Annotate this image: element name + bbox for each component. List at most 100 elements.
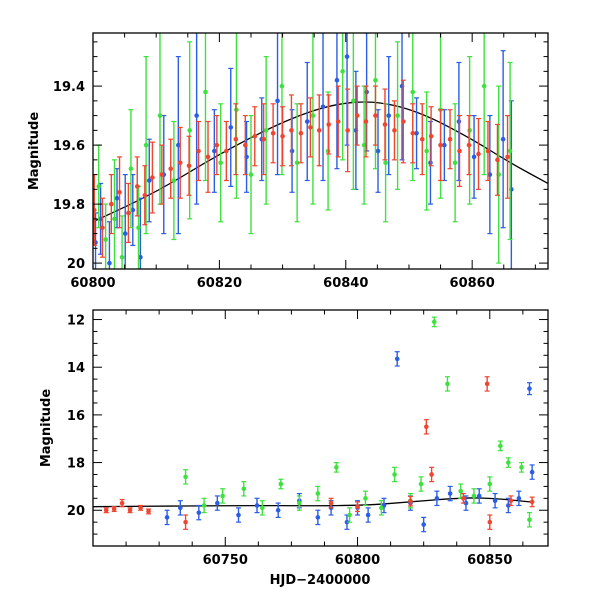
top-series-2-point: [485, 120, 491, 182]
bottom-data-point: [429, 472, 434, 477]
bottom-y-tick-label: 20: [67, 504, 85, 519]
top-data-point: [138, 254, 143, 260]
top-data-point: [186, 163, 192, 169]
bottom-data-point: [201, 503, 207, 508]
top-data-point: [146, 178, 152, 183]
bottom-series-0-point: [505, 497, 511, 514]
bottom-data-point: [516, 496, 522, 501]
bottom-data-point: [527, 386, 532, 391]
top-panel: 60800 60820 60840 60860 19.4 19.6 19.8 20 Magni…: [27, 32, 549, 291]
top-data-point: [383, 160, 388, 166]
top-panel-data-layer: [93, 33, 548, 269]
top-data-point: [351, 98, 356, 104]
top-series-1-point: [119, 215, 125, 269]
bottom-series-0-point: [214, 495, 220, 511]
bottom-data-point: [138, 505, 143, 511]
bottom-data-point: [344, 519, 350, 525]
top-series-2-point: [505, 114, 511, 199]
bottom-data-point: [408, 498, 413, 504]
top-series-1-point: [103, 203, 109, 269]
top-data-point: [96, 184, 101, 189]
top-data-point: [280, 133, 285, 139]
top-series-0-point: [500, 50, 506, 229]
bottom-panel-frame: [92, 309, 549, 547]
bottom-series-1-point: [201, 497, 207, 514]
bottom-series-1-point: [519, 461, 525, 473]
top-series-2-point: [382, 88, 388, 161]
bottom-series-1-point: [526, 512, 532, 528]
top-data-point: [187, 128, 192, 133]
bottom-series-1-point: [444, 376, 450, 392]
bottom-data-point: [334, 465, 339, 470]
top-series-2-point: [438, 109, 444, 182]
bottom-data-point: [506, 503, 511, 508]
bottom-data-point: [363, 496, 368, 501]
bottom-series-2-point: [103, 507, 109, 514]
bottom-data-point: [111, 506, 117, 512]
top-series-2-point: [117, 156, 123, 229]
top-data-point: [500, 136, 506, 142]
bottom-panel-x-axis-label: HJD−2400000: [270, 573, 371, 588]
top-panel-y-axis-label: Magnitude: [27, 112, 42, 191]
bottom-panel: 60750 60800 60850 12 14 16 18 20 Magnitude HJD−…: [39, 309, 549, 588]
top-data-point: [354, 113, 360, 118]
bottom-series-2-point: [119, 498, 125, 508]
bottom-series-2-point: [429, 466, 435, 483]
bottom-data-point: [315, 491, 321, 496]
bottom-data-point: [275, 507, 281, 513]
top-series-2-point: [354, 85, 360, 146]
top-series-2-point: [280, 106, 286, 167]
top-data-point: [386, 113, 392, 118]
bottom-data-point: [355, 504, 360, 509]
top-series-2-point: [252, 106, 258, 167]
top-series-1-point: [310, 33, 316, 205]
top-series-2-point: [316, 94, 322, 167]
top-series-2-point: [214, 114, 220, 176]
bottom-data-point: [347, 512, 352, 518]
top-data-point: [130, 207, 136, 213]
top-data-point: [419, 136, 425, 142]
bottom-series-2-point: [529, 496, 535, 508]
top-series-1-point: [171, 120, 177, 241]
bottom-data-point: [461, 496, 466, 501]
bottom-data-point: [328, 500, 334, 506]
top-data-point: [344, 54, 350, 59]
top-data-point: [476, 151, 481, 157]
top-data-point: [375, 148, 381, 154]
top-data-point: [275, 98, 280, 104]
bottom-series-1-point: [347, 507, 353, 523]
bottom-data-point: [164, 515, 170, 520]
bottom-data-point: [476, 493, 482, 499]
bottom-data-point: [103, 507, 109, 513]
top-series-2-point: [419, 103, 425, 176]
top-series-1-point: [111, 159, 117, 269]
top-series-1-point: [202, 33, 208, 182]
top-data-point: [363, 119, 369, 124]
bottom-data-point: [183, 519, 188, 525]
top-series-1-point: [424, 91, 430, 211]
top-series-2-point: [457, 114, 463, 187]
top-data-point: [248, 172, 254, 177]
bottom-series-1-point: [497, 440, 503, 452]
top-data-point: [112, 216, 117, 222]
bottom-data-point: [431, 319, 437, 325]
top-data-point: [203, 89, 208, 95]
bottom-series-1-point: [259, 500, 265, 516]
bottom-data-point: [506, 460, 511, 465]
bottom-panel-axes: 60750 60800 60850 12 14 16 18 20: [67, 309, 549, 568]
top-data-point: [485, 148, 491, 154]
top-data-point: [263, 128, 269, 133]
top-data-point: [392, 128, 397, 133]
bottom-series-1-point: [241, 481, 247, 497]
bottom-series-0-point: [529, 464, 535, 480]
top-series-2-point: [335, 85, 341, 158]
top-data-point: [194, 113, 199, 118]
top-data-point: [114, 195, 120, 201]
top-series-2-point: [363, 85, 369, 158]
bottom-data-point: [127, 507, 133, 513]
top-data-point: [320, 104, 326, 110]
bottom-data-point: [215, 500, 220, 506]
top-data-point: [242, 142, 248, 148]
top-data-point: [168, 166, 174, 171]
